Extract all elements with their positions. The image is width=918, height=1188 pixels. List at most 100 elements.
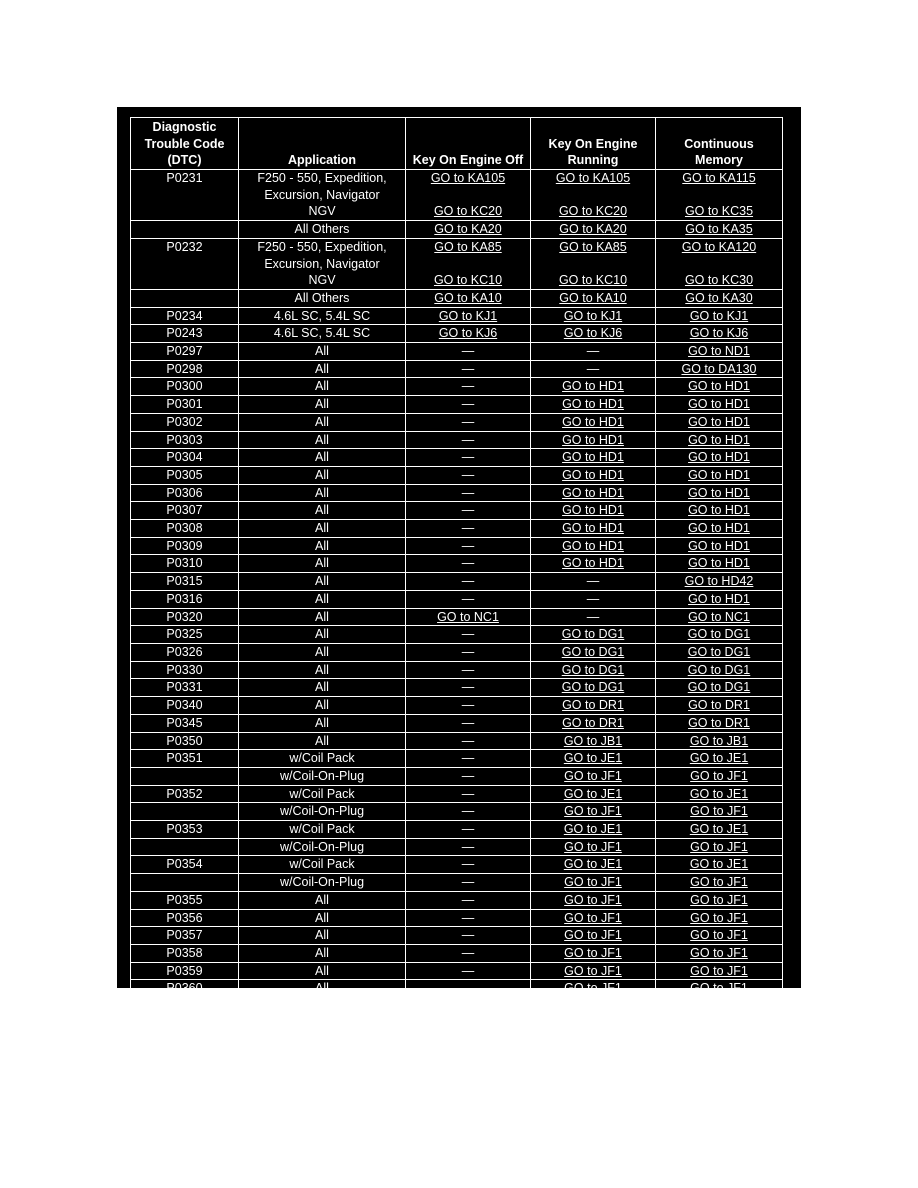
go-to-link[interactable]: GO to JF1 <box>564 839 622 854</box>
go-to-link[interactable]: GO to JF1 <box>690 910 748 925</box>
go-to-link[interactable]: GO to JF1 <box>690 981 748 996</box>
go-to-link[interactable]: GO to HD1 <box>688 556 750 571</box>
go-to-link[interactable]: GO to JF1 <box>564 981 622 996</box>
go-to-link[interactable]: GO to KJ6 <box>563 326 623 341</box>
go-to-link[interactable]: GO to DG1 <box>687 627 751 642</box>
go-to-link[interactable]: GO to NC1 <box>688 609 750 624</box>
go-to-link[interactable]: GO to HD1 <box>562 467 624 482</box>
go-to-link[interactable]: GO to DR1 <box>688 715 750 730</box>
go-to-link[interactable]: GO to DG1 <box>561 662 625 677</box>
go-to-link[interactable]: GO to DG1 <box>687 644 751 659</box>
go-to-link[interactable]: GO to JF1 <box>564 928 622 943</box>
go-to-link[interactable]: GO to KJ1 <box>438 308 498 323</box>
go-to-link[interactable]: GO to HD1 <box>562 414 624 429</box>
go-to-link[interactable]: GO to NC1 <box>437 609 499 624</box>
go-to-link[interactable]: GO to DG1 <box>561 644 625 659</box>
go-to-link[interactable]: GO to JE1 <box>689 751 749 766</box>
go-to-link[interactable]: GO to JE1 <box>563 822 623 837</box>
go-to-link[interactable]: GO to JF1 <box>690 963 748 978</box>
go-to-link[interactable]: GO to JF1 <box>690 839 748 854</box>
go-to-link[interactable]: GO to HD1 <box>688 379 750 394</box>
go-to-link[interactable]: GO to HD1 <box>562 521 624 536</box>
go-to-link[interactable]: GO to JF1 <box>564 892 622 907</box>
go-to-link[interactable]: GO to HD1 <box>562 450 624 465</box>
go-to-link[interactable]: GO to KC30 <box>684 273 754 288</box>
go-to-link[interactable]: GO to HD1 <box>562 432 624 447</box>
go-to-link[interactable]: GO to DR1 <box>688 698 750 713</box>
go-to-link[interactable]: GO to JF1 <box>564 910 622 925</box>
go-to-link[interactable]: GO to HD1 <box>688 538 750 553</box>
go-to-link[interactable]: GO to JF1 <box>564 945 622 960</box>
go-to-link[interactable]: GO to JF1 <box>690 768 748 783</box>
go-to-link[interactable]: GO to HD1 <box>562 503 624 518</box>
go-to-link[interactable]: GO to JE1 <box>563 786 623 801</box>
go-to-link[interactable]: GO to KC20 <box>433 204 503 219</box>
go-to-link[interactable]: GO to KA120 <box>681 239 757 254</box>
go-to-link[interactable]: GO to KA20 <box>434 222 502 237</box>
go-to-link[interactable]: GO to DG1 <box>561 680 625 695</box>
go-to-link[interactable]: GO to KD9 <box>562 999 624 1014</box>
go-to-link[interactable]: GO to KC20 <box>558 204 628 219</box>
go-to-link[interactable]: GO to KA35 <box>685 222 753 237</box>
go-to-link[interactable]: GO to DA130 <box>681 361 757 376</box>
go-to-link[interactable]: GO to KJ6 <box>438 326 498 341</box>
go-to-link[interactable]: GO to KA85 <box>559 239 627 254</box>
go-to-link[interactable]: GO to HD1 <box>688 414 750 429</box>
go-to-link[interactable]: GO to HD1 <box>562 556 624 571</box>
go-to-link[interactable]: GO to KC10 <box>558 273 628 288</box>
go-to-link[interactable]: GO to HD1 <box>688 591 750 606</box>
go-to-link[interactable]: GO to ND1 <box>688 344 750 359</box>
go-to-link[interactable]: GO to JF1 <box>564 963 622 978</box>
go-to-link[interactable]: GO to JF1 <box>564 768 622 783</box>
go-to-link[interactable]: GO to KA10 <box>559 290 627 305</box>
go-to-link[interactable]: GO to KA10 <box>434 290 502 305</box>
go-to-link[interactable]: GO to JF1 <box>690 945 748 960</box>
go-to-link[interactable]: GO to HD1 <box>562 379 624 394</box>
go-to-link[interactable]: GO to HD42 <box>684 574 754 589</box>
go-to-link[interactable]: GO to JE1 <box>689 857 749 872</box>
go-to-link[interactable]: GO to HD1 <box>688 467 750 482</box>
go-to-link[interactable]: GO to JE1 <box>563 751 623 766</box>
go-to-link[interactable]: GO to DG1 <box>561 627 625 642</box>
go-to-link[interactable]: GO to JB1 <box>563 733 623 748</box>
go-to-link[interactable]: GO to KA115 <box>682 171 756 185</box>
go-to-link[interactable]: GO to HD1 <box>562 538 624 553</box>
go-to-link[interactable]: GO to KA85 <box>434 239 502 254</box>
go-to-link[interactable]: GO to JE1 <box>563 857 623 872</box>
no-action-dash: — <box>586 591 600 606</box>
go-to-link[interactable]: GO to JF1 <box>690 928 748 943</box>
go-to-link[interactable]: GO to JF1 <box>690 804 748 819</box>
go-to-link[interactable]: GO to JB1 <box>689 733 749 748</box>
go-to-link[interactable]: GO to KA20 <box>559 222 627 237</box>
go-to-link[interactable]: GO to HD1 <box>562 397 624 412</box>
go-to-link[interactable]: GO to HD1 <box>688 485 750 500</box>
go-to-link[interactable]: GO to DG1 <box>687 680 751 695</box>
go-to-link[interactable]: GO to KA105 <box>430 171 506 185</box>
go-to-link[interactable]: GO to JE1 <box>689 786 749 801</box>
go-to-link[interactable]: GO to HD1 <box>688 432 750 447</box>
dtc-code: P0350 <box>166 733 203 748</box>
go-to-link[interactable]: GO to JF1 <box>564 875 622 890</box>
go-to-link[interactable]: GO to HD1 <box>562 485 624 500</box>
go-to-link[interactable]: GO to KJ6 <box>689 326 749 341</box>
go-to-link[interactable]: GO to KC10 <box>433 273 503 288</box>
go-to-link[interactable]: GO to HD1 <box>688 450 750 465</box>
go-to-link[interactable]: GO to JF1 <box>690 892 748 907</box>
go-to-link[interactable]: GO to KC35 <box>684 204 754 219</box>
go-to-link[interactable]: GO to DR1 <box>562 715 624 730</box>
go-to-link[interactable]: GO to JF1 <box>690 875 748 890</box>
go-to-link[interactable]: GO to JE1 <box>689 822 749 837</box>
go-to-link[interactable]: GO to KA30 <box>685 290 753 305</box>
go-to-link[interactable]: GO to KD9 <box>688 999 750 1014</box>
go-to-link[interactable]: GO to JF1 <box>564 804 622 819</box>
go-to-link[interactable]: GO to HD1 <box>688 521 750 536</box>
go-to-link[interactable]: GO to HD1 <box>688 503 750 518</box>
go-to-link[interactable]: GO to HD1 <box>688 397 750 412</box>
go-to-link[interactable]: GO to KA105 <box>555 171 631 185</box>
key-on-engine-running-cell: GO to HD1 <box>530 430 656 450</box>
go-to-link[interactable]: GO to KD9 <box>437 999 499 1014</box>
go-to-link[interactable]: GO to KJ1 <box>689 308 749 323</box>
go-to-link[interactable]: GO to DR1 <box>562 698 624 713</box>
go-to-link[interactable]: GO to KJ1 <box>563 308 623 323</box>
go-to-link[interactable]: GO to DG1 <box>687 662 751 677</box>
